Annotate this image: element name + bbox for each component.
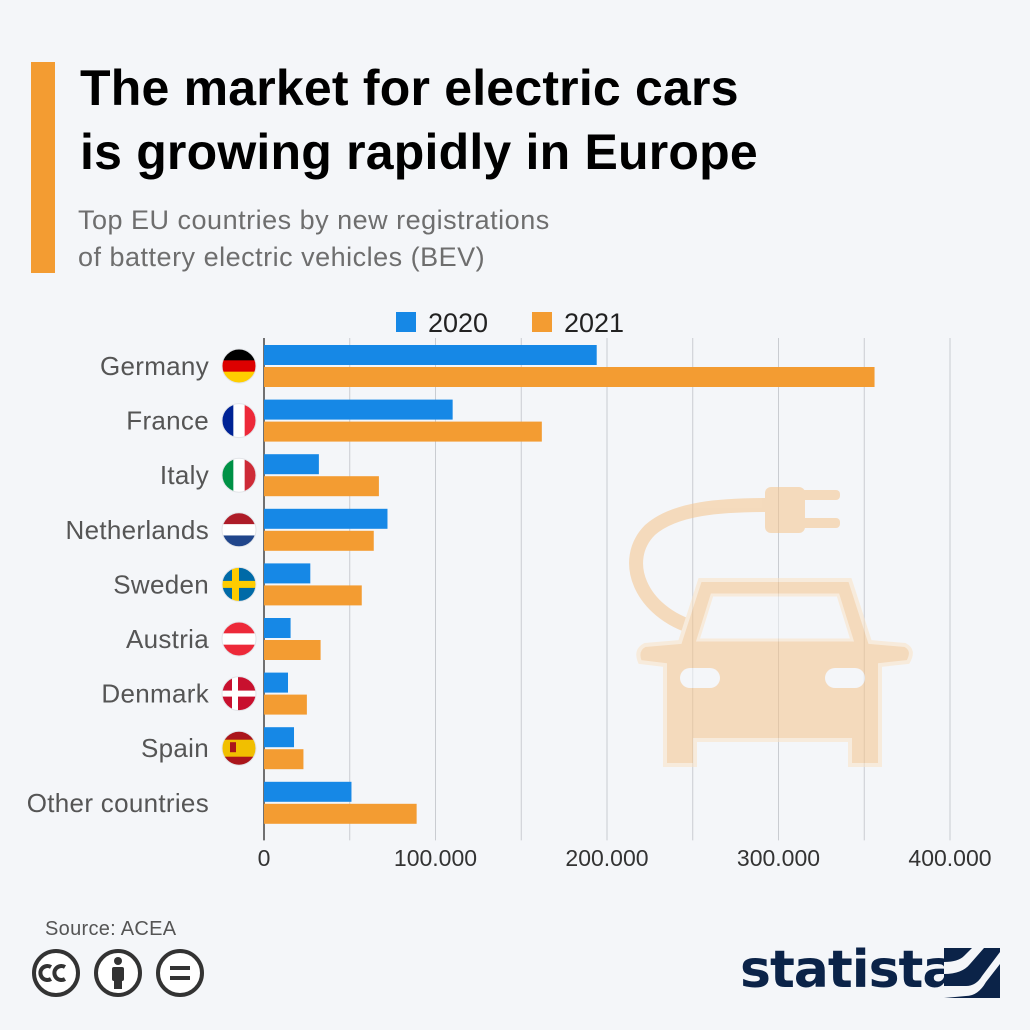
bar-2021-netherlands [264,530,374,551]
netherlands-flag [221,512,257,548]
title-line-2: is growing rapidly in Europe [80,124,758,180]
source-note: Source: ACEA [45,918,177,940]
category-label: Spain [141,733,209,763]
category-label: Italy [160,460,209,490]
subtitle-line-1: Top EU countries by new registrations [78,205,550,235]
bar-2020-sweden [264,563,311,584]
austria-flag [221,621,257,657]
x-tick-label: 300.000 [737,845,820,871]
accent-bar [31,62,55,273]
creative-commons-icon [32,949,80,997]
germany-flag [221,348,257,384]
bar-2020-denmark [264,672,289,693]
legend: 2020 2021 [396,308,624,338]
bars [264,345,875,824]
x-tick-label: 0 [258,845,271,871]
title-line-1: The market for electric cars [80,60,739,116]
category-labels: Germany France Italy Netherlands Sweden Austr… [27,351,210,818]
bar-2020-netherlands [264,508,388,529]
attribution-icon [94,949,142,997]
bar-2020-france [264,399,453,420]
legend-swatch [532,312,552,332]
page-subtitle: Top EU countries by new registrations of… [78,202,778,276]
bar-2020-germany [264,345,597,365]
bar-2021-other-countries [264,803,417,824]
france-flag [221,403,257,439]
brand-wordmark: statista [740,940,957,1000]
category-label: Other countries [27,788,209,818]
bar-2021-italy [264,476,379,497]
bar-2021-sweden [264,585,362,606]
italy-flag [221,457,257,493]
license-icons [32,949,204,997]
legend-swatch [396,312,416,332]
statista-logo-icon [944,948,1000,998]
no-derivatives-icon [156,949,204,997]
category-label: France [126,406,209,436]
page-title: The market for electric cars is growing … [80,56,980,184]
bar-2021-france [264,421,542,442]
category-label: Netherlands [66,515,210,545]
bar-2020-austria [264,618,291,638]
legend-label: 2020 [428,308,488,338]
spain-flag [221,730,257,766]
denmark-flag [221,676,257,712]
electric-car-icon [629,487,913,767]
x-tick-label: 400.000 [908,845,991,871]
category-label: Denmark [101,679,209,709]
bar-2021-germany [264,367,875,387]
bar-2021-austria [264,640,321,660]
category-label: Austria [126,624,209,654]
sweden-flag [221,566,257,602]
category-label: Sweden [113,569,209,599]
bar-2020-italy [264,454,319,475]
bar-2020-spain [264,727,295,748]
legend-label: 2021 [564,308,624,338]
x-tick-label: 200.000 [565,845,648,871]
subtitle-line-2: of battery electric vehicles (BEV) [78,242,486,272]
x-tick-label: 100.000 [394,845,477,871]
category-label: Germany [100,351,209,381]
bar-2020-other-countries [264,781,352,802]
bar-2021-denmark [264,694,307,715]
bar-2021-spain [264,749,304,770]
x-tick-labels: 0 100.000 200.000 300.000 400.000 [258,845,992,871]
flags [221,348,257,766]
